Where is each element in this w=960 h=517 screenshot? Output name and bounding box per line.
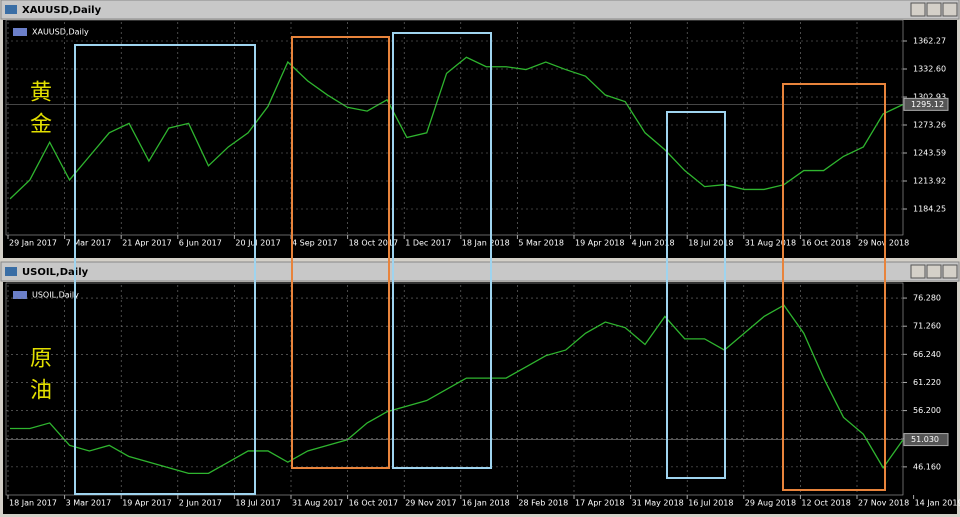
chart-area xyxy=(3,282,957,514)
window-button[interactable] xyxy=(926,2,942,17)
x-tick-label: 12 Oct 2018 xyxy=(801,499,850,508)
x-tick-label: 5 Mar 2018 xyxy=(518,239,564,248)
y-tick-label: 1184.25 xyxy=(913,205,946,214)
y-tick-label: 1302.93 xyxy=(913,92,946,101)
x-tick-label: 4 Jun 2018 xyxy=(632,239,675,248)
x-tick-label: 14 Jan 2019 xyxy=(915,499,960,508)
window-button[interactable] xyxy=(910,2,926,17)
x-tick-label: 6 Jun 2017 xyxy=(179,239,222,248)
last-price-box xyxy=(903,97,949,111)
window-button[interactable] xyxy=(910,264,926,279)
symbol-icon xyxy=(13,291,27,299)
x-tick-label: 20 Jul 2017 xyxy=(235,239,280,248)
x-tick-label: 19 Apr 2018 xyxy=(575,239,624,248)
annotation: 原油 xyxy=(26,346,51,410)
chart-label: XAUUSD,Daily xyxy=(32,28,89,37)
x-tick-label: 27 Nov 2018 xyxy=(858,499,909,508)
y-tick-label: 1273.26 xyxy=(913,120,946,129)
y-tick-label: 76.280 xyxy=(913,294,941,303)
x-tick-label: 31 Aug 2018 xyxy=(745,239,796,248)
x-tick-label: 29 Nov 2018 xyxy=(858,239,909,248)
x-tick-label: 29 Nov 2017 xyxy=(405,499,456,508)
window-button[interactable] xyxy=(942,2,958,17)
x-tick-label: 1 Dec 2017 xyxy=(405,239,451,248)
x-tick-label: 16 Oct 2018 xyxy=(801,239,850,248)
window-title: XAUUSD,Daily xyxy=(22,5,102,16)
window-button[interactable] xyxy=(926,264,942,279)
y-tick-label: 61.220 xyxy=(913,378,941,387)
symbol-icon xyxy=(13,28,27,36)
x-tick-label: 17 Apr 2018 xyxy=(575,499,624,508)
last-price-label: 51.030 xyxy=(911,435,939,444)
y-tick-label: 71.260 xyxy=(913,322,941,331)
window-icon xyxy=(5,267,17,276)
window-icon xyxy=(5,5,17,14)
y-tick-label: 1332.60 xyxy=(913,64,946,73)
last-price-box xyxy=(903,433,949,447)
y-tick-label: 56.200 xyxy=(913,406,941,415)
x-tick-label: 2 Jun 2017 xyxy=(179,499,222,508)
y-tick-label: 1213.92 xyxy=(913,176,946,185)
last-price-label: 1295.12 xyxy=(911,100,944,109)
window-title-bar xyxy=(0,0,960,20)
y-tick-label: 46.160 xyxy=(913,462,941,471)
x-tick-label: 18 Jan 2018 xyxy=(462,239,510,248)
chart-label: USOIL,Daily xyxy=(32,291,79,300)
x-tick-label: 31 Aug 2017 xyxy=(292,499,343,508)
y-tick-label: 66.240 xyxy=(913,350,941,359)
y-tick-label: 1243.59 xyxy=(913,148,946,157)
x-tick-label: 4 Sep 2017 xyxy=(292,239,338,248)
x-tick-label: 18 Jul 2017 xyxy=(235,499,280,508)
x-tick-label: 31 May 2018 xyxy=(632,499,684,508)
x-tick-label: 28 Feb 2018 xyxy=(518,499,568,508)
window-title: USOIL,Daily xyxy=(22,267,89,278)
chart-area xyxy=(3,20,957,258)
x-tick-label: 21 Apr 2017 xyxy=(122,239,171,248)
y-tick-label: 1362.27 xyxy=(913,36,946,45)
x-tick-label: 19 Apr 2017 xyxy=(122,499,171,508)
x-tick-label: 3 Mar 2017 xyxy=(66,499,112,508)
annotation: 黄金 xyxy=(26,80,51,144)
window-title-bar xyxy=(0,261,960,282)
x-tick-label: 18 Oct 2017 xyxy=(349,239,398,248)
x-tick-label: 16 Jul 2018 xyxy=(688,499,733,508)
x-tick-label: 29 Jan 2017 xyxy=(9,239,57,248)
x-tick-label: 18 Jan 2017 xyxy=(9,499,57,508)
x-tick-label: 29 Aug 2018 xyxy=(745,499,796,508)
x-tick-label: 16 Jan 2018 xyxy=(462,499,510,508)
window-button[interactable] xyxy=(942,264,958,279)
x-tick-label: 7 Mar 2017 xyxy=(66,239,112,248)
x-tick-label: 18 Jul 2018 xyxy=(688,239,733,248)
x-tick-label: 16 Oct 2017 xyxy=(349,499,398,508)
